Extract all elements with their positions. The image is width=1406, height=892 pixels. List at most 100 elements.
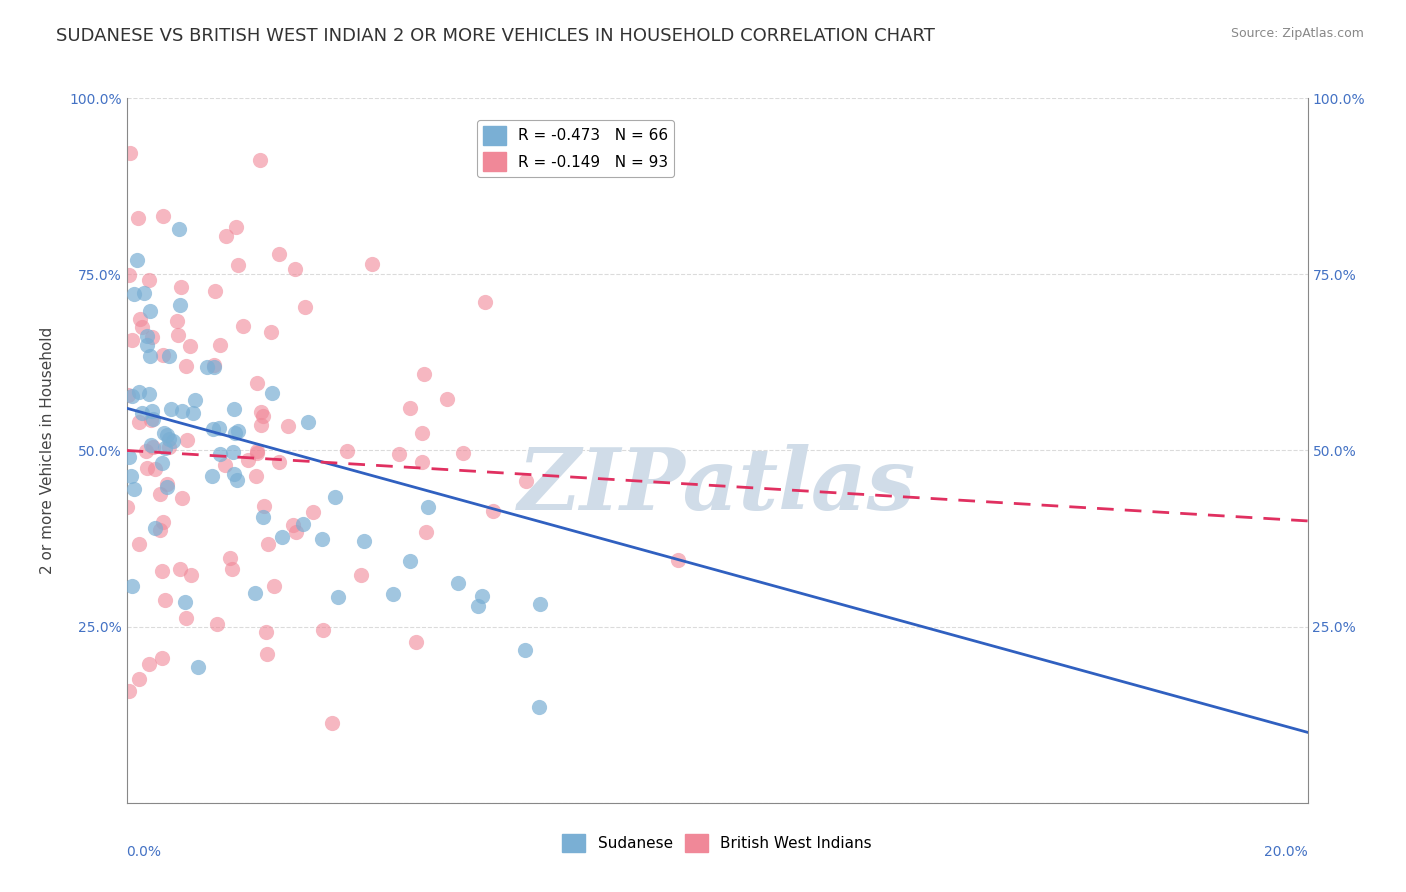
Point	[155, 593, 177, 607]
Point	[399, 401, 422, 415]
Point	[176, 433, 198, 447]
Point	[128, 537, 150, 551]
Point	[236, 453, 259, 467]
Point	[208, 337, 231, 351]
Point	[153, 426, 176, 441]
Point	[155, 441, 177, 455]
Point	[121, 579, 143, 593]
Point	[115, 500, 138, 514]
Point	[121, 334, 143, 348]
Point	[128, 672, 150, 686]
Point	[202, 422, 225, 436]
Point	[166, 328, 188, 343]
Point	[142, 440, 165, 454]
Point	[173, 595, 195, 609]
Point	[121, 389, 143, 403]
Point	[131, 319, 153, 334]
Point	[128, 415, 150, 429]
Point	[224, 401, 246, 416]
Point	[157, 432, 180, 446]
Point	[167, 221, 190, 235]
Point	[150, 651, 173, 665]
Point	[246, 446, 269, 460]
Point	[399, 554, 422, 568]
Point	[142, 412, 165, 426]
Text: SUDANESE VS BRITISH WEST INDIAN 2 OR MORE VEHICLES IN HOUSEHOLD CORRELATION CHAR: SUDANESE VS BRITISH WEST INDIAN 2 OR MOR…	[56, 27, 935, 45]
Point	[169, 562, 191, 576]
Point	[135, 461, 157, 475]
Point	[226, 425, 249, 439]
Point	[159, 401, 181, 416]
Point	[138, 273, 160, 287]
Point	[323, 490, 346, 504]
Point	[135, 338, 157, 352]
Point	[311, 532, 333, 546]
Point	[141, 413, 163, 427]
Point	[271, 530, 294, 544]
Point	[245, 469, 267, 483]
Point	[124, 286, 146, 301]
Point	[143, 521, 166, 535]
Point	[350, 568, 373, 582]
Point	[585, 491, 607, 505]
Point	[180, 568, 202, 582]
Y-axis label: 2 or more Vehicles in Household: 2 or more Vehicles in Household	[41, 326, 55, 574]
Point	[666, 553, 689, 567]
Text: ZIPatlas: ZIPatlas	[517, 444, 917, 527]
Point	[134, 285, 156, 300]
Point	[135, 444, 157, 458]
Point	[152, 515, 174, 529]
Point	[187, 660, 209, 674]
Point	[513, 643, 536, 657]
Point	[529, 597, 551, 611]
Point	[157, 440, 180, 454]
Point	[226, 259, 249, 273]
Point	[148, 487, 170, 501]
Point	[221, 562, 243, 576]
Point	[246, 376, 269, 390]
Point	[250, 405, 273, 419]
Point	[412, 367, 434, 381]
Point	[447, 575, 470, 590]
Point	[141, 404, 163, 418]
Point	[149, 523, 172, 537]
Point	[260, 325, 283, 339]
Point	[326, 590, 349, 604]
Point	[527, 700, 550, 714]
Point	[129, 311, 152, 326]
Legend: Sudanese, British West Indians: Sudanese, British West Indians	[557, 828, 877, 859]
Point	[256, 647, 278, 661]
Point	[201, 469, 224, 483]
Point	[208, 447, 231, 461]
Point	[179, 339, 201, 353]
Text: 20.0%: 20.0%	[1264, 845, 1308, 859]
Point	[482, 504, 505, 518]
Point	[139, 303, 162, 318]
Point	[207, 617, 229, 632]
Point	[277, 418, 299, 433]
Point	[297, 415, 319, 429]
Point	[232, 319, 254, 334]
Point	[120, 469, 142, 483]
Point	[170, 404, 193, 418]
Point	[150, 564, 173, 578]
Point	[294, 300, 316, 314]
Point	[467, 599, 489, 613]
Point	[252, 409, 274, 423]
Point	[131, 406, 153, 420]
Point	[139, 438, 162, 452]
Point	[215, 229, 238, 244]
Point	[174, 359, 197, 373]
Point	[267, 455, 290, 469]
Point	[202, 358, 225, 372]
Point	[155, 477, 177, 491]
Point	[353, 533, 375, 548]
Point	[253, 499, 276, 513]
Point	[257, 537, 280, 551]
Point	[515, 474, 537, 488]
Point	[361, 257, 384, 271]
Point	[471, 589, 494, 603]
Point	[224, 467, 246, 481]
Point	[224, 425, 246, 440]
Point	[381, 587, 404, 601]
